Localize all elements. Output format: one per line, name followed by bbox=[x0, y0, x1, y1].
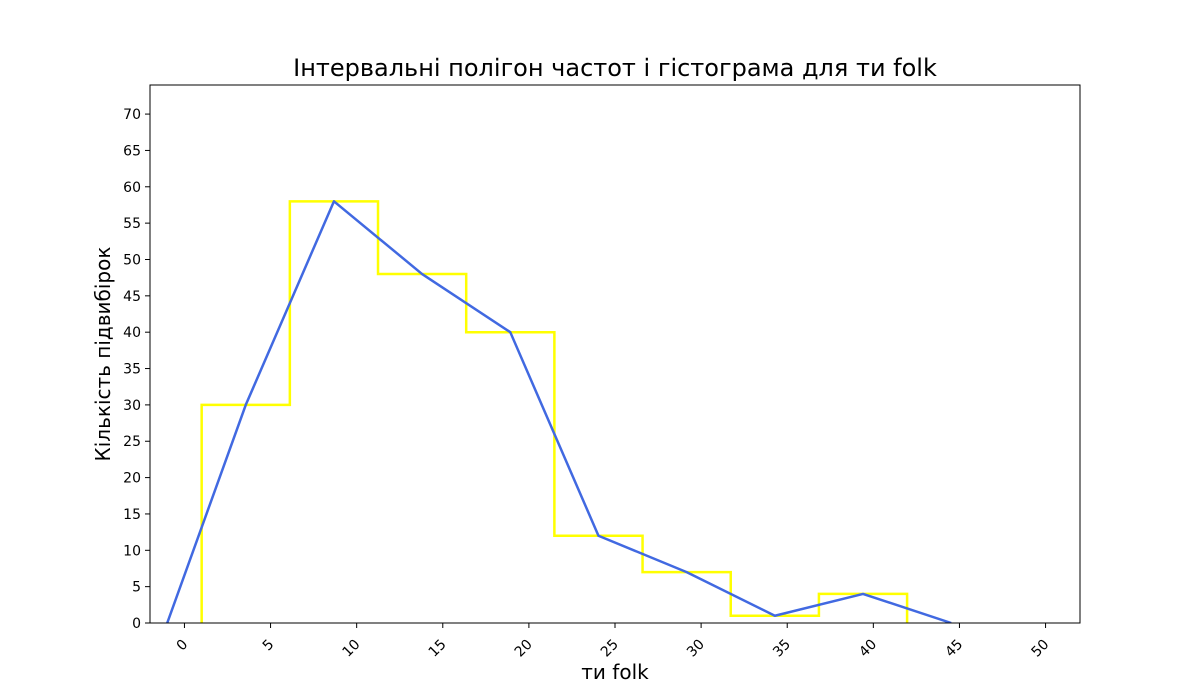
y-tick-label: 15 bbox=[123, 507, 141, 523]
y-tick-label: 65 bbox=[123, 143, 141, 159]
x-tick-label: 50 bbox=[1028, 637, 1052, 661]
x-tick-label: 15 bbox=[426, 637, 450, 661]
x-tick-label: 5 bbox=[260, 637, 278, 655]
x-tick-label: 45 bbox=[942, 637, 966, 661]
y-tick-label: 20 bbox=[123, 471, 141, 487]
y-tick-label: 35 bbox=[123, 362, 141, 378]
y-tick-label: 55 bbox=[123, 216, 141, 232]
x-tick-label: 40 bbox=[856, 637, 880, 661]
chart-title: Інтервальні полігон частот і гістограма … bbox=[293, 54, 937, 82]
y-tick-label: 70 bbox=[123, 107, 141, 123]
histogram-bar bbox=[202, 405, 290, 623]
frequency-polygon-line bbox=[166, 200, 952, 623]
histogram-bar bbox=[290, 201, 378, 623]
y-tick-label: 5 bbox=[132, 580, 141, 596]
histogram-bar bbox=[643, 572, 731, 623]
x-tick-label: 0 bbox=[174, 637, 192, 655]
x-tick-label: 35 bbox=[770, 637, 794, 661]
y-tick-label: 50 bbox=[123, 252, 141, 268]
y-axis-label: Кількість підвибірок bbox=[91, 247, 115, 462]
y-tick-label: 40 bbox=[123, 325, 141, 341]
y-tick-label: 60 bbox=[123, 180, 141, 196]
y-tick-label: 25 bbox=[123, 434, 141, 450]
x-axis-label: ти folk bbox=[581, 660, 649, 684]
y-tick-label: 45 bbox=[123, 289, 141, 305]
y-tick-label: 0 bbox=[132, 616, 141, 632]
y-tick-label: 30 bbox=[123, 398, 141, 414]
x-tick-label: 20 bbox=[512, 637, 536, 661]
x-tick-label: 10 bbox=[340, 637, 364, 661]
histogram-bar bbox=[466, 332, 554, 623]
x-tick-label: 30 bbox=[684, 637, 708, 661]
histogram-bar bbox=[378, 274, 466, 623]
x-tick-label: 25 bbox=[598, 637, 622, 661]
histogram-bar bbox=[819, 594, 907, 623]
y-tick-label: 10 bbox=[123, 543, 141, 559]
